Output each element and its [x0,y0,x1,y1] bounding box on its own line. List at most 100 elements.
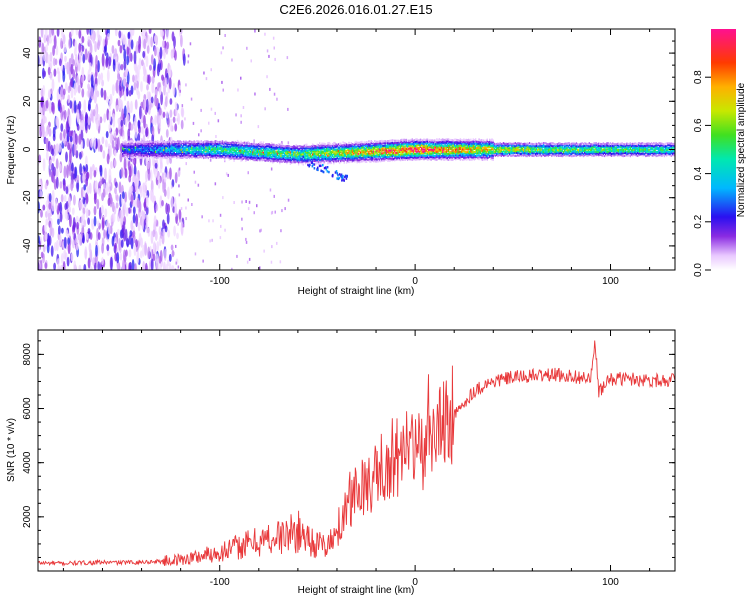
heatmap-cell [194,148,197,151]
heatmap-cell [97,231,101,241]
heatmap-cell [492,156,494,159]
heatmap-cell [443,140,445,143]
heatmap-cell [466,156,469,159]
heatmap-cell [327,154,329,157]
heatmap-cell [138,154,140,157]
heatmap-cell [361,151,363,154]
heatmap-cell [232,155,234,158]
heatmap-cell [87,40,91,47]
heatmap-cell [524,146,526,149]
heatmap-cell [299,145,301,148]
heatmap-cell [472,138,474,141]
heatmap-cell [300,151,302,154]
heatmap-cell [317,146,320,149]
heatmap-cell [195,146,198,149]
heatmap-cell [456,144,458,147]
heatmap-cell [540,148,542,151]
heatmap-cell [130,140,132,143]
heatmap-cell [126,152,129,155]
heatmap-cell [302,163,304,166]
heatmap-cell [431,146,433,149]
heatmap-cell [259,141,261,144]
heatmap-cell [555,144,558,147]
heatmap-cell [254,148,256,152]
heatmap-cell [549,149,552,152]
heatmap-cell [344,154,347,157]
heatmap-cell [268,143,270,146]
heatmap-cell [254,145,256,148]
heatmap-cell [368,155,370,158]
heatmap-cell [252,149,254,152]
heatmap-cell [56,143,59,154]
heatmap-cell [101,217,105,231]
heatmap-cell [432,154,435,157]
heatmap-cell [333,162,335,165]
heatmap-cell [168,148,171,151]
heatmap-cell [492,148,494,151]
heatmap-cell [53,262,56,270]
heatmap-cell [185,162,187,166]
heatmap-cell [170,141,172,144]
heatmap-cell [255,143,258,146]
heatmap-cell [192,146,194,149]
heatmap-cell [315,145,317,148]
heatmap-cell [527,154,530,157]
heatmap-cell [357,145,360,148]
heatmap-cell [304,152,307,155]
heatmap-cell [384,153,386,156]
heatmap-cell [248,144,250,147]
heatmap-cell [74,237,78,245]
heatmap-cell [338,144,341,147]
heatmap-cell [479,150,481,153]
heatmap-cell [93,169,97,178]
heatmap-cell [132,213,136,224]
heatmap-cell [337,143,340,146]
heatmap-cell [152,253,156,262]
heatmap-cell [510,147,512,150]
heatmap-cell [186,156,188,159]
heatmap-cell [297,145,300,148]
heatmap-cell [174,203,178,217]
heatmap-cell [65,151,68,163]
heatmap-cell [294,154,296,157]
heatmap-cell [246,46,248,50]
heatmap-cell [212,152,214,156]
heatmap-cell [544,148,546,151]
heatmap-cell [73,143,77,156]
heatmap-cell [162,111,166,118]
heatmap-cell [97,138,101,152]
heatmap-cell [166,145,168,148]
heatmap-cell [316,158,318,162]
heatmap-cell [545,148,547,151]
heatmap-cell [398,143,401,146]
heatmap-cell [416,156,418,160]
heatmap-cell [402,150,404,154]
heatmap-cell [208,146,211,149]
heatmap-cell [524,150,526,153]
heatmap-cell [534,152,537,155]
heatmap-cell [514,147,517,150]
heatmap-cell [498,151,500,154]
heatmap-cell [474,156,477,159]
heatmap-cell [424,148,426,151]
heatmap-cell [433,156,436,159]
heatmap-cell [467,154,470,157]
heatmap-cell [226,153,228,156]
heatmap-cell [555,146,558,149]
heatmap-cell [183,149,185,153]
heatmap-cell [270,151,273,154]
heatmap-cell [92,108,96,117]
heatmap-cell [262,141,265,144]
heatmap-cell [106,249,110,256]
heatmap-cell [481,158,484,161]
heatmap-cell [63,236,67,249]
heatmap-cell [445,138,447,141]
heatmap-cell [349,160,351,163]
heatmap-cell [517,151,519,154]
heatmap-cell [413,149,416,153]
heatmap-cell [512,153,514,157]
heatmap-cell [177,150,179,153]
heatmap-cell [131,148,133,151]
heatmap-cell [533,148,535,151]
heatmap-cell [214,154,216,157]
